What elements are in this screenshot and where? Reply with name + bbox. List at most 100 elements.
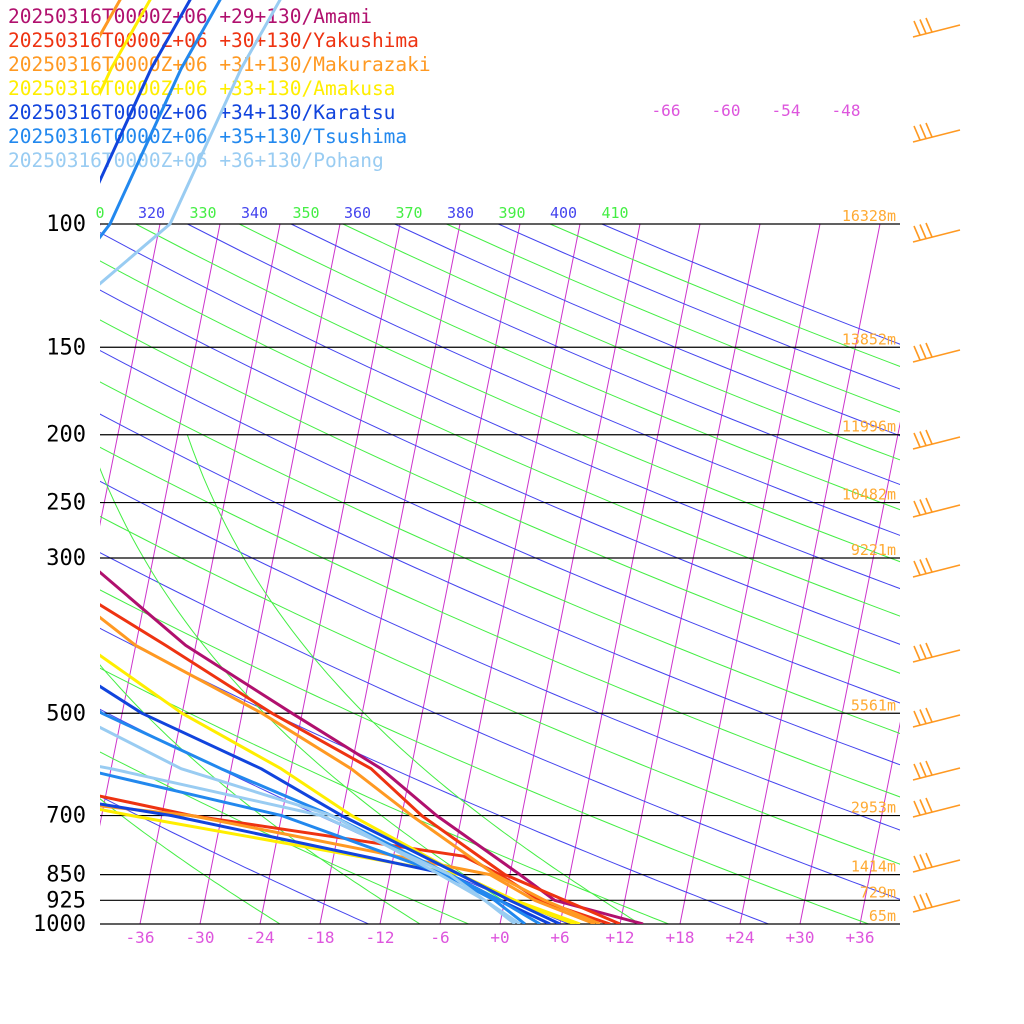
wind-barb-feather [919,559,927,574]
isotherm [679,223,821,924]
wind-barb-staff [912,899,961,913]
pressure-label: 500 [46,701,86,726]
wind-barb [912,342,961,363]
upper-temperature-label: -54 [772,101,801,120]
wind-barb-staff [912,436,961,450]
temperature-line [100,0,601,924]
temperature-tick: +18 [666,928,695,947]
upper-temperature-label: -60 [712,101,741,120]
isotherm [0,224,40,924]
wind-barb-feather [925,222,933,238]
wind-barb [912,557,961,578]
isotherm [920,224,1024,924]
temperature-tick: -18 [306,928,335,947]
wind-barb-feather [913,560,921,576]
wind-barb-feather [919,224,927,239]
wind-barb-feather [919,644,927,659]
wind-barb-feather [913,710,921,726]
height-label: 9221m [851,541,896,559]
height-label: 13852m [842,330,896,348]
wind-barb-feather [913,763,921,779]
temperature-tick: +6 [550,928,569,947]
isotherm [739,223,881,924]
wind-barb-feather [925,342,933,358]
isotherm [319,223,461,924]
theta-label: 330 [189,204,216,222]
pressure-label: 150 [46,335,86,360]
temperature-tick: -30 [186,928,215,947]
wind-barb-feather [913,500,921,516]
wind-barb-feather [925,892,933,908]
wind-barb-feather [925,122,933,138]
dry-adiabat [100,515,900,865]
wind-barb-feather [919,799,927,814]
isotherm [199,223,341,924]
wind-barb [912,797,961,818]
sounding-profiles [100,0,644,924]
wind-barb-feather [919,709,927,724]
wind-barb-feather [913,225,921,241]
pressure-label: 300 [46,546,86,571]
dry-adiabat [100,627,769,924]
wind-barb [912,707,961,728]
wind-barb-feather [913,345,921,361]
wind-barb-staff [912,504,961,518]
wind-barb-staff [912,714,961,728]
temperature-line [100,0,561,924]
wind-barb-feather [913,432,921,448]
wind-barb-feather [925,797,933,813]
temperature-tick: +0 [490,928,509,947]
wind-barb [912,429,961,450]
dewpoint-line [100,765,516,924]
upper-temperature-label: -66 [652,101,681,120]
height-label: 1414m [851,858,896,876]
wind-barb-feather [919,762,927,777]
wind-barb-feather [925,497,933,513]
isotherm [379,223,521,924]
pressure-label: 1000 [33,912,86,937]
wind-barb [912,892,961,913]
isotherm [980,224,1024,924]
temperature-tick: -6 [430,928,449,947]
wind-barb-feather [913,895,921,911]
wind-barb [912,760,961,781]
wind-barb-feather [913,20,921,36]
dry-adiabat [446,223,900,413]
wind-barb [912,222,961,243]
legend-entry: 20250316T0000Z+06 +29+130/Amami [8,5,372,28]
dry-adiabat [601,223,900,345]
wind-barb [912,642,961,663]
dry-adiabat [394,223,900,437]
legend: 20250316T0000Z+06 +29+130/Amami 20250316T… [8,5,431,173]
wind-barb-feather [919,124,927,139]
wind-barb-feather [913,855,921,871]
temperature-line [100,0,541,924]
wind-barbs [912,17,961,913]
wind-barb [912,497,961,518]
wind-barb-feather [925,760,933,776]
legend-entry: 20250316T0000Z+06 +33+130/Amakusa [8,77,396,100]
wind-barb-staff [912,767,961,781]
pressure-label: 700 [46,804,86,829]
temperature-tick: -24 [246,928,275,947]
temperature-tick: +36 [846,928,875,947]
wind-barb-staff [912,804,961,818]
height-label: 65m [869,907,896,925]
wind-barb-staff [912,229,961,243]
wind-barb-staff [912,564,961,578]
isotherm [619,223,761,924]
height-label: 11996m [842,418,896,436]
isotherm [139,223,281,924]
theta-label: 400 [550,204,577,222]
height-label: 5561m [851,696,896,714]
temperature-tick: -12 [366,928,395,947]
wind-barb-staff [912,129,961,143]
wind-barb-feather [913,645,921,661]
isotherm [499,223,641,924]
wind-barb [912,122,961,143]
wind-barb [912,17,961,38]
dry-adiabat [549,223,900,367]
legend-entry: 20250316T0000Z+06 +31+130/Makurazaki [8,53,431,76]
wind-barb-feather [919,19,927,34]
